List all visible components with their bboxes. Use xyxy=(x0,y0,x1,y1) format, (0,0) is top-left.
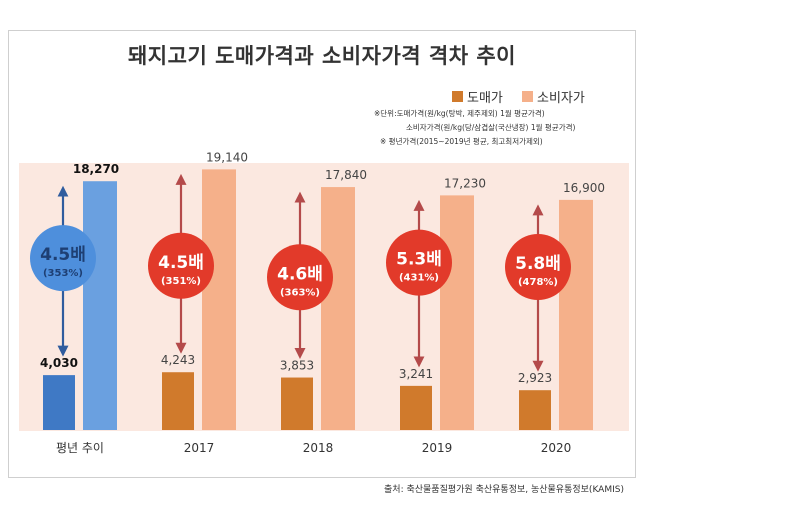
ratio-circle-2 xyxy=(267,244,333,311)
category-label-1: 2017 xyxy=(184,441,215,455)
ratio-circle-3 xyxy=(386,229,452,296)
category-label-3: 2019 xyxy=(422,441,453,455)
ratio-sublabel-4: (478%) xyxy=(518,277,558,288)
data-label-wholesale-4: 2,923 xyxy=(518,371,552,385)
bar-wholesale-0 xyxy=(43,375,75,430)
chart-title: 돼지고기 도매가격과 소비자가격 격차 추이 xyxy=(127,44,516,68)
ratio-sublabel-2: (363%) xyxy=(280,287,320,298)
note-normal-year: ※ 평년가격(2015~2019년 평균, 최고최저가제외) xyxy=(380,137,543,146)
legend-label-consumer: 소비자가 xyxy=(537,91,585,106)
data-label-consumer-4: 16,900 xyxy=(563,181,605,195)
source-note: 출처: 축산물품질평가원 축산유통정보, 농산물유통정보(KAMIS) xyxy=(384,485,624,495)
ratio-label-4: 5.8배 xyxy=(515,254,561,274)
category-label-4: 2020 xyxy=(541,441,572,455)
data-label-consumer-2: 17,840 xyxy=(325,168,367,182)
ratio-label-1: 4.5배 xyxy=(158,253,204,273)
bar-wholesale-2 xyxy=(281,377,313,430)
bar-consumer-3 xyxy=(440,195,474,430)
bar-wholesale-4 xyxy=(519,390,551,430)
bar-consumer-0 xyxy=(83,181,117,430)
bar-consumer-1 xyxy=(202,169,236,431)
legend-swatch-consumer xyxy=(522,91,533,102)
data-label-wholesale-3: 3,241 xyxy=(399,367,433,381)
data-label-wholesale-1: 4,243 xyxy=(161,353,195,367)
data-label-consumer-0: 18,270 xyxy=(73,162,119,176)
bar-wholesale-1 xyxy=(162,372,194,430)
ratio-circle-0 xyxy=(30,225,96,292)
ratio-label-3: 5.3배 xyxy=(396,250,442,270)
ratio-sublabel-3: (431%) xyxy=(399,273,439,284)
bar-wholesale-3 xyxy=(400,385,432,430)
ratio-label-0: 4.5배 xyxy=(40,245,86,265)
ratio-circle-1 xyxy=(148,232,214,299)
data-label-consumer-1: 19,140 xyxy=(206,150,248,164)
legend-wholesale: 도매가 xyxy=(452,87,503,106)
note-unit-consumer: 소비자가격(원/kg(당/삼겹살(국산냉장) 1월 평균가격) xyxy=(406,123,576,132)
bar-consumer-2 xyxy=(321,187,355,430)
data-label-wholesale-2: 3,853 xyxy=(280,359,314,373)
legend-consumer: 소비자가 xyxy=(522,87,585,106)
ratio-label-2: 4.6배 xyxy=(277,264,323,284)
category-label-0: 평년 추이 xyxy=(56,441,104,455)
note-unit-wholesale: ※단위:도매가격(원/kg(탕박, 제주제외) 1월 평균가격) xyxy=(374,109,545,118)
ratio-circle-4 xyxy=(505,234,571,301)
ratio-sublabel-0: (353%) xyxy=(43,268,83,279)
ratio-sublabel-1: (351%) xyxy=(161,276,201,287)
legend-label-wholesale: 도매가 xyxy=(467,91,503,106)
data-label-wholesale-0: 4,030 xyxy=(40,356,78,370)
data-label-consumer-3: 17,230 xyxy=(444,176,486,190)
bar-consumer-4 xyxy=(559,199,593,430)
category-label-2: 2018 xyxy=(303,441,334,455)
legend-swatch-wholesale xyxy=(452,91,463,102)
